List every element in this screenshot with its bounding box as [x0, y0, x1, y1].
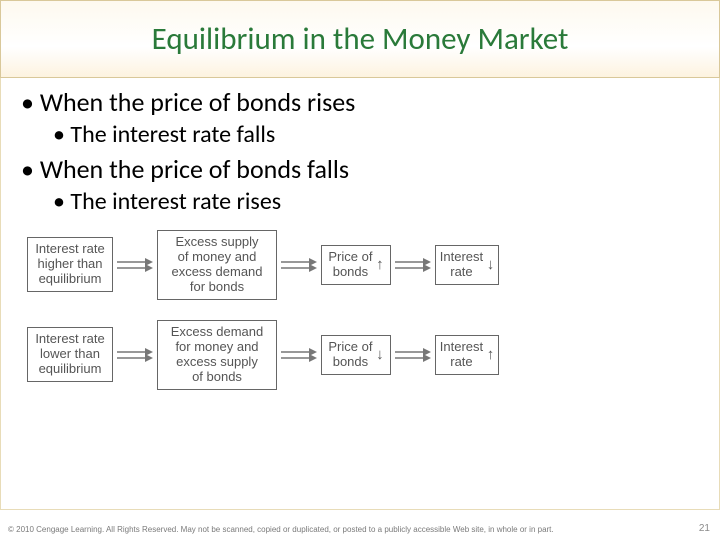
up-arrow-icon: ↑ — [376, 256, 384, 273]
page-number: 21 — [699, 523, 710, 534]
flow2-box3-label: Price of bonds — [328, 340, 372, 370]
flow-diagrams: Interest rate higher than equilibrium Ex… — [21, 230, 699, 390]
content-area: When the price of bonds rises The intere… — [0, 78, 720, 510]
down-arrow-icon: ↓ — [376, 346, 384, 363]
copyright-footer: © 2010 Cengage Learning. All Rights Rese… — [8, 525, 712, 534]
bullet-1a: The interest rate falls — [53, 120, 699, 149]
flow2-box2: Excess demand for money and excess suppl… — [157, 320, 277, 390]
bullet-2-text: When the price of bonds falls — [40, 153, 349, 185]
bullet-2a: The interest rate rises — [53, 187, 699, 216]
bullet-list: When the price of bonds rises The intere… — [21, 86, 699, 216]
flow2-box4: Interest rate ↑ — [435, 335, 499, 375]
flow1-box3-label: Price of bonds — [328, 250, 372, 280]
flow1-box3: Price of bonds ↑ — [321, 245, 391, 285]
arrow-icon — [393, 347, 433, 363]
flow1-box2: Excess supply of money and excess demand… — [157, 230, 277, 300]
flow2-box3: Price of bonds ↓ — [321, 335, 391, 375]
flow-row-1: Interest rate higher than equilibrium Ex… — [21, 230, 699, 300]
bullet-1a-text: The interest rate falls — [70, 120, 275, 149]
flow1-box4: Interest rate ↓ — [435, 245, 499, 285]
title-band: Equilibrium in the Money Market — [0, 0, 720, 78]
flow1-box1: Interest rate higher than equilibrium — [27, 237, 113, 292]
flow1-box4-label: Interest rate — [440, 250, 483, 280]
arrow-icon — [279, 347, 319, 363]
bullet-1: When the price of bonds rises The intere… — [21, 86, 699, 149]
flow2-box1: Interest rate lower than equilibrium — [27, 327, 113, 382]
bullet-2a-text: The interest rate rises — [70, 187, 281, 216]
down-arrow-icon: ↓ — [487, 256, 495, 273]
bullet-1-text: When the price of bonds rises — [40, 86, 356, 118]
bullet-2: When the price of bonds falls The intere… — [21, 153, 699, 216]
flow-row-2: Interest rate lower than equilibrium Exc… — [21, 320, 699, 390]
arrow-icon — [393, 257, 433, 273]
flow2-box4-label: Interest rate — [440, 340, 483, 370]
arrow-icon — [115, 347, 155, 363]
arrow-icon — [279, 257, 319, 273]
slide-title: Equilibrium in the Money Market — [152, 20, 569, 58]
up-arrow-icon: ↑ — [487, 346, 495, 363]
arrow-icon — [115, 257, 155, 273]
